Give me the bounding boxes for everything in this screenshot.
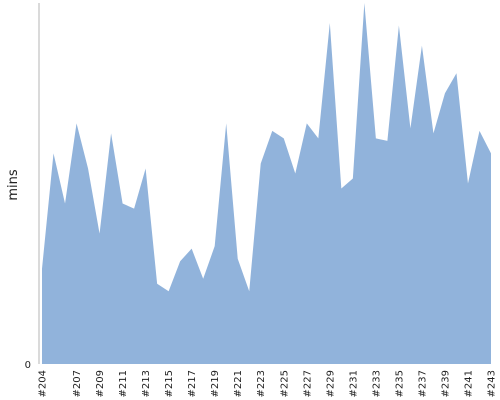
x-tick-label: #229 (325, 370, 336, 397)
x-tick-label: #204 (38, 370, 49, 397)
y-tick-label: 0 (25, 360, 31, 371)
x-tick-label: #217 (187, 370, 198, 397)
area-series (42, 3, 491, 364)
x-ticks: #204 #207 #209 #211 #213 #215 #217 #219 #221 #223… (38, 370, 498, 397)
area-layer (42, 3, 491, 364)
y-ticks: 0 (25, 360, 31, 371)
x-tick-label: #243 (487, 370, 498, 397)
x-tick-label: #221 (233, 370, 244, 397)
x-tick-label: #231 (348, 370, 359, 397)
x-tick-label: #227 (302, 370, 313, 397)
x-tick-label: #241 (463, 370, 474, 397)
x-tick-label: #235 (394, 370, 405, 397)
x-tick-label: #211 (118, 370, 129, 397)
x-tick-label: #239 (440, 370, 451, 397)
y-axis-label: mins (6, 169, 21, 201)
x-tick-label: #225 (279, 370, 290, 397)
x-tick-label: #215 (164, 370, 175, 397)
x-tick-label: #237 (417, 370, 428, 397)
x-tick-label: #213 (141, 370, 152, 397)
x-tick-label: #207 (72, 370, 83, 397)
x-tick-label: #209 (95, 370, 106, 397)
x-tick-label: #233 (371, 370, 382, 397)
x-tick-label: #223 (256, 370, 267, 397)
x-tick-label: #219 (210, 370, 221, 397)
